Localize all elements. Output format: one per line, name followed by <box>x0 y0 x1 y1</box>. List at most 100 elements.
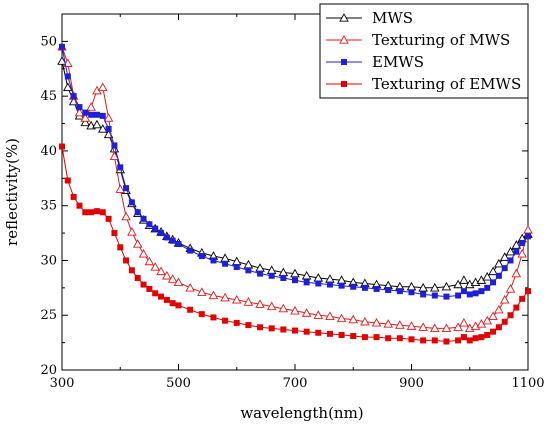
data-point-mws <box>290 268 300 278</box>
data-point-texturing-of-emws <box>478 334 485 341</box>
data-point-texturing-of-emws <box>507 312 514 319</box>
data-point-emws <box>292 277 298 284</box>
data-point-emws <box>478 288 485 295</box>
data-point-texturing-of-mws <box>290 305 300 315</box>
data-point-texturing-of-emws <box>484 331 491 338</box>
data-point-texturing-of-emws <box>99 209 106 216</box>
data-point-emws <box>93 111 100 118</box>
data-point-texturing-of-emws <box>222 317 229 324</box>
data-point-emws <box>222 260 229 267</box>
data-point-texturing-of-emws <box>495 324 502 331</box>
data-point-emws <box>158 230 165 237</box>
data-point-texturing-of-emws <box>513 304 520 311</box>
data-point-texturing-of-emws <box>519 295 526 302</box>
y-tick-label: 50 <box>40 34 57 49</box>
data-point-texturing-of-mws <box>80 113 91 122</box>
data-point-texturing-of-emws <box>76 202 83 209</box>
legend-marker-texturing-of-mws <box>339 35 349 44</box>
legend-marker-mws <box>339 13 349 22</box>
data-point-texturing-of-emws <box>292 327 298 334</box>
legend-label-texturing-of-mws: Texturing of MWS <box>372 31 510 49</box>
data-point-texturing-of-mws <box>336 313 347 323</box>
data-point-emws <box>338 282 345 289</box>
data-point-texturing-of-emws <box>431 337 438 344</box>
y-tick-label: 40 <box>40 144 57 159</box>
data-point-texturing-of-emws <box>59 143 65 150</box>
y-tick-label: 30 <box>40 253 57 268</box>
data-point-mws <box>441 281 452 291</box>
data-point-texturing-of-mws <box>499 294 510 304</box>
data-point-texturing-of-mws <box>453 322 463 331</box>
legend-box <box>319 3 529 99</box>
data-point-texturing-of-emws <box>338 331 345 338</box>
data-point-texturing-of-emws <box>396 335 403 342</box>
legend-marker-emws <box>341 59 347 65</box>
data-point-texturing-of-emws <box>472 335 479 342</box>
data-point-texturing-of-emws <box>466 337 473 344</box>
data-point-emws <box>472 290 479 297</box>
data-point-texturing-of-emws <box>82 209 89 216</box>
legend: MWS Texturing of MWS EMWS Texturing of EMWS <box>319 3 529 99</box>
data-point-emws <box>134 209 141 216</box>
data-point-mws <box>63 82 73 92</box>
legend-marker-texturing-of-emws <box>341 81 347 87</box>
data-point-texturing-of-mws <box>371 317 382 327</box>
data-point-texturing-of-emws <box>64 177 71 184</box>
data-point-emws <box>519 239 526 246</box>
data-point-texturing-of-emws <box>163 296 170 303</box>
data-point-texturing-of-mws <box>156 266 166 276</box>
data-point-emws <box>513 248 520 255</box>
data-point-texturing-of-emws <box>326 330 333 337</box>
data-point-texturing-of-emws <box>460 334 467 341</box>
data-point-texturing-of-emws <box>123 257 130 264</box>
data-point-emws <box>140 215 147 222</box>
data-point-texturing-of-mws <box>173 277 184 287</box>
data-point-emws <box>507 257 514 264</box>
x-tick-label: 900 <box>399 376 424 391</box>
data-point-emws <box>117 164 124 171</box>
data-point-emws <box>373 285 380 292</box>
data-point-mws <box>459 275 469 284</box>
data-point-texturing-of-mws <box>395 320 405 329</box>
data-point-texturing-of-emws <box>280 326 287 333</box>
data-point-texturing-of-mws <box>138 248 149 258</box>
data-point-emws <box>128 199 135 206</box>
data-point-emws <box>280 274 287 281</box>
data-point-emws <box>466 291 473 298</box>
axis-ticks: 300 500 700 900 1100 20 25 30 35 40 45 50 <box>40 13 545 391</box>
data-point-texturing-of-mws <box>459 317 469 327</box>
legend-label-mws: MWS <box>372 9 413 27</box>
data-point-emws <box>59 43 65 50</box>
data-point-texturing-of-emws <box>88 209 95 216</box>
data-point-emws <box>123 185 130 192</box>
data-point-emws <box>455 292 462 299</box>
data-point-texturing-of-emws <box>455 337 462 344</box>
data-point-emws <box>495 272 502 279</box>
data-point-mws <box>488 266 498 276</box>
data-point-mws <box>92 119 102 129</box>
data-point-texturing-of-mws <box>383 319 393 328</box>
data-point-emws <box>210 257 217 264</box>
data-point-emws <box>187 247 194 254</box>
data-point-texturing-of-mws <box>313 310 324 319</box>
data-point-texturing-of-emws <box>158 293 165 300</box>
data-point-texturing-of-emws <box>303 328 310 335</box>
data-point-texturing-of-mws <box>162 270 172 280</box>
data-point-texturing-of-emws <box>408 336 415 343</box>
data-point-texturing-of-mws <box>278 303 289 313</box>
data-point-texturing-of-mws <box>430 323 440 333</box>
data-point-texturing-of-emws <box>175 302 182 309</box>
data-point-texturing-of-mws <box>418 322 428 331</box>
data-point-texturing-of-mws <box>167 274 178 283</box>
data-point-texturing-of-mws <box>150 262 160 271</box>
data-point-emws <box>88 111 95 118</box>
data-point-texturing-of-emws <box>152 290 159 297</box>
data-point-texturing-of-mws <box>231 294 242 304</box>
data-point-texturing-of-emws <box>361 334 368 341</box>
data-point-emws <box>99 112 106 119</box>
data-point-texturing-of-mws <box>523 224 533 234</box>
data-point-texturing-of-emws <box>70 193 77 200</box>
series-emws <box>59 43 531 300</box>
data-point-mws <box>494 258 504 268</box>
data-point-texturing-of-emws <box>105 215 112 222</box>
